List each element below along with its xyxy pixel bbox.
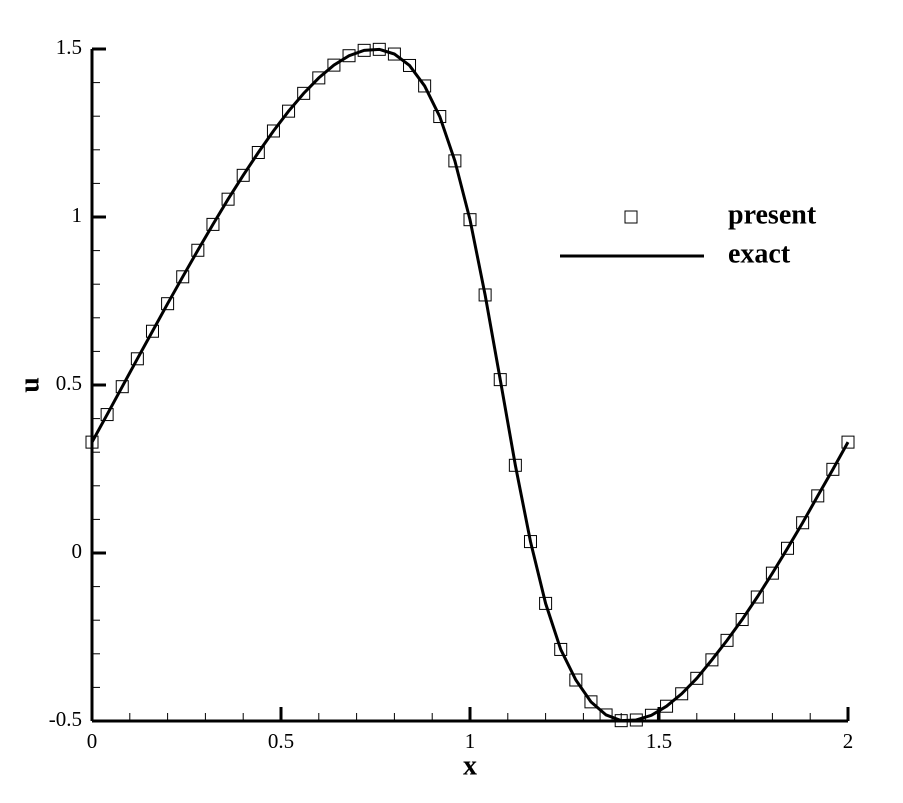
- x-tick-label: 1: [465, 729, 476, 753]
- data-point: [433, 110, 447, 124]
- x-axis-label: x: [463, 750, 477, 781]
- x-tick-label: 0.5: [268, 729, 294, 753]
- data-point: [161, 297, 175, 311]
- data-point: [236, 168, 250, 182]
- data-point: [100, 408, 114, 422]
- data-point: [826, 462, 840, 476]
- y-tick-label: -0.5: [49, 707, 82, 731]
- legend-label: present: [728, 199, 817, 230]
- exact-line: [90, 47, 850, 723]
- data-point: [418, 79, 432, 93]
- y-tick-label: 1: [72, 203, 83, 227]
- y-tick-label: 0.5: [56, 371, 82, 395]
- data-point: [811, 489, 825, 503]
- data-point: [85, 435, 99, 449]
- data-point: [765, 566, 779, 580]
- data-point: [342, 49, 356, 63]
- data-point: [403, 58, 417, 72]
- data-point: [145, 324, 159, 338]
- data-point: [584, 695, 598, 709]
- data-point: [130, 352, 144, 366]
- legend-label: exact: [728, 238, 791, 269]
- data-point: [660, 699, 674, 713]
- data-point: [720, 633, 734, 647]
- data-point: [191, 243, 205, 257]
- data-point: [796, 516, 810, 530]
- data-point: [675, 687, 689, 701]
- data-point: [251, 145, 265, 159]
- y-tick-label: 1.5: [56, 35, 82, 59]
- data-point: [312, 71, 326, 85]
- data-point: [327, 58, 341, 72]
- data-point: [599, 708, 613, 722]
- data-point: [176, 270, 190, 284]
- x-tick-label: 0: [87, 729, 98, 753]
- x-tick-label: 1.5: [646, 729, 672, 753]
- data-point: [282, 104, 296, 118]
- data-point: [841, 435, 855, 449]
- y-tick-label: 0: [72, 539, 83, 563]
- data-point: [221, 192, 235, 206]
- data-point: [387, 47, 401, 61]
- data-point: [690, 671, 704, 685]
- data-point: [115, 380, 129, 394]
- data-point: [569, 673, 583, 687]
- data-point: [266, 124, 280, 138]
- data-point: [554, 642, 568, 656]
- x-tick-label: 2: [843, 729, 854, 753]
- y-axis-label: u: [14, 377, 45, 393]
- data-point: [206, 217, 220, 231]
- data-point: [735, 613, 749, 627]
- data-point: [781, 541, 795, 555]
- data-point: [644, 708, 658, 722]
- legend-marker: [624, 210, 638, 224]
- data-point: [297, 86, 311, 100]
- data-point: [750, 590, 764, 604]
- data-point: [705, 653, 719, 667]
